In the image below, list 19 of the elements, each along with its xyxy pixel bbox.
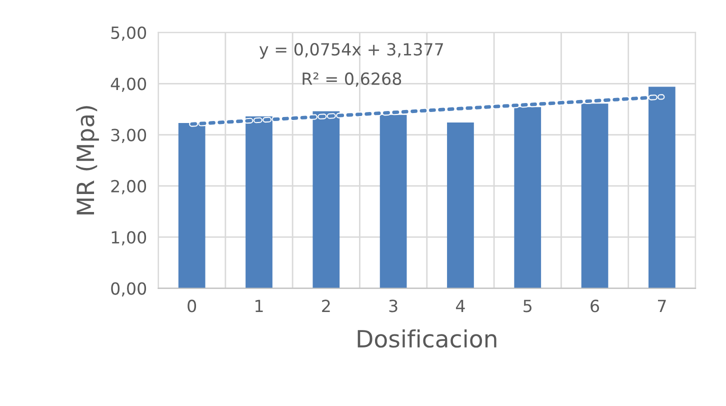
y-tick-label: 5,00 <box>111 26 146 41</box>
x-axis-title: Dosificacion <box>358 329 496 348</box>
x-tick-label: 4 <box>456 300 465 312</box>
y-axis-title: MR (Mpa) <box>76 106 99 214</box>
y-tick-label: 2,00 <box>111 180 146 194</box>
x-tick-label: 2 <box>322 300 330 312</box>
x-tick-label: 3 <box>389 300 398 312</box>
x-tick-label: 0 <box>188 300 196 312</box>
x-tick-label: 1 <box>256 300 263 312</box>
bar <box>447 122 474 288</box>
x-tick-label: 6 <box>590 300 600 312</box>
y-tick-label: 4,00 <box>110 78 146 92</box>
x-tick-label: 5 <box>524 300 532 312</box>
y-tick-label: 0,00 <box>111 282 146 297</box>
y-tick-label: 3,00 <box>111 128 146 144</box>
annotation: R² = 0,6268 <box>302 72 402 87</box>
annotation: y = 0,0754x + 3,1377 <box>259 43 443 59</box>
x-tick-label: 7 <box>658 300 666 312</box>
y-tick-label: 1,00 <box>112 231 146 246</box>
